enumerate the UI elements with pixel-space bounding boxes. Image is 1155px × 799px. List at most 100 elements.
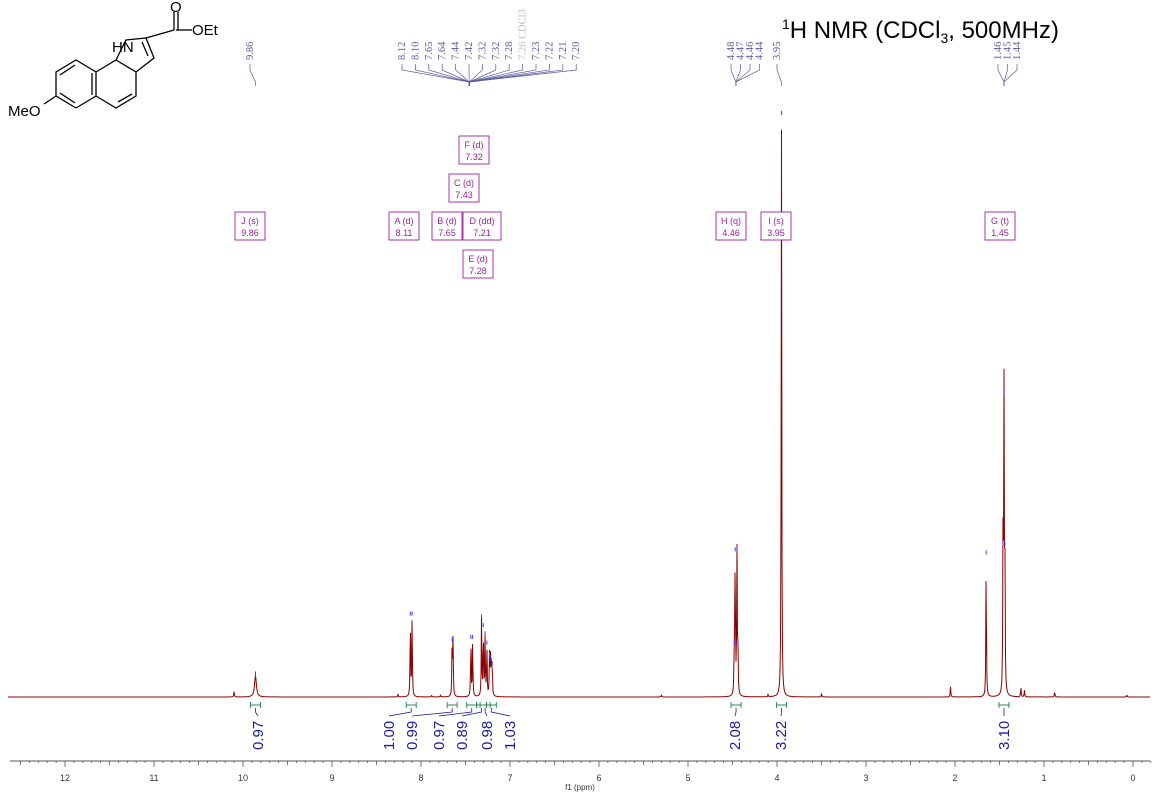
multiplet-label: H (q) [721, 216, 741, 226]
multiplet-frame [760, 211, 792, 241]
multiplet-label: F (d) [465, 140, 484, 150]
peak-label-connector [401, 64, 470, 86]
integral: 2.08 [727, 702, 744, 750]
integral: 1.03 [485, 702, 519, 750]
integral: 0.98 [479, 702, 496, 750]
multiplet-label: E (d) [468, 254, 488, 264]
x-tick-label: 12 [60, 773, 70, 783]
x-tick-label: 9 [329, 773, 334, 783]
multiplet-box: C (d) 7.43 [448, 173, 480, 203]
multiplet-shift: 3.95 [767, 228, 785, 238]
multiplet-box: I (s) 3.95 [760, 211, 792, 241]
multiplet-frame [462, 211, 502, 241]
peak-label-connector [997, 64, 1005, 86]
peak-label: 7.28 [504, 42, 515, 60]
multiplet-box: A (d) 8.11 [388, 211, 420, 241]
multiplet-box: H (q) 4.46 [715, 211, 747, 241]
multiplet-frame [388, 211, 420, 241]
integral-connector [438, 708, 473, 717]
peak-label-connector [468, 64, 577, 86]
multiplet-box: E (d) 7.28 [462, 249, 494, 279]
peak-label: 7.44 [451, 41, 462, 60]
multiplet-label: B (d) [437, 216, 457, 226]
multiplet-shift: 7.32 [465, 152, 483, 162]
peak-label-connector [468, 64, 510, 86]
x-axis-label: f1 (ppm) [565, 783, 595, 792]
integral: 3.22 [773, 702, 790, 750]
structure-nh: HN [112, 39, 134, 56]
multiplet-box: G (t) 1.45 [984, 211, 1016, 241]
integral-value: 3.10 [996, 721, 1013, 750]
integral-connector [484, 708, 488, 717]
structure-carbonyl-o: O [170, 0, 182, 16]
spectrum-trace [8, 129, 1150, 698]
multiplet-label: C (d) [454, 178, 474, 188]
integral-value: 0.99 [404, 721, 421, 750]
peak-label: 7.20 [571, 42, 582, 60]
x-tick-label: 11 [149, 773, 158, 783]
peak-label-connector [735, 64, 751, 86]
peak-label: 7.32 [477, 42, 488, 60]
peak-label-connector [735, 64, 741, 86]
multiplet-frame [431, 211, 463, 241]
peak-label: 7.23 [531, 42, 542, 60]
integral-connector [388, 708, 412, 717]
peak-label: 9.86 [245, 42, 256, 60]
peak-label: 7.26 CDCl3 [518, 9, 529, 60]
peak-label-connector [249, 64, 256, 86]
multiplet-shift: 1.45 [991, 228, 1009, 238]
title-tail: , 500MHz) [948, 17, 1059, 44]
x-tick-label: 7 [507, 773, 512, 783]
multiplet-frame [715, 211, 747, 241]
peak-label-connector [468, 64, 483, 86]
multiplet-frame [984, 211, 1016, 241]
peak-labels: 9.86 8.12 8.10 7.65 7.64 7.44 7.42 7.32 7.32 7.28… [245, 9, 1023, 86]
x-axis-ticks: 12 11 10 9 8 7 6 5 4 3 2 1 0 [20, 761, 1152, 783]
structure-oet: OEt [192, 22, 219, 39]
integral-value: 0.98 [479, 721, 496, 750]
integral: 0.99 [404, 702, 458, 750]
peak-label-connector [730, 64, 737, 86]
peak-label: 4.46 [745, 42, 756, 60]
integral: 0.97 [249, 702, 267, 750]
multiplet-frame [462, 249, 494, 279]
integral: 3.10 [996, 702, 1013, 750]
peak-label: 8.10 [410, 42, 421, 60]
peak-label: 4.48 [726, 42, 737, 60]
integral-connector [490, 708, 511, 717]
multiplet-box: J (s) 9.86 [234, 211, 266, 241]
peak-label: 8.12 [397, 42, 408, 60]
multiplet-box: B (d) 7.65 [431, 211, 463, 241]
x-tick-label: 5 [685, 773, 690, 783]
integral-value: 3.22 [773, 721, 790, 750]
x-axis: 12 11 10 9 8 7 6 5 4 3 2 1 0 f1 (ppm) [10, 760, 1152, 792]
chemical-structure [43, 12, 192, 109]
multiplet-shift: 9.86 [241, 228, 259, 238]
integral: 1.00 [381, 702, 417, 750]
multiplet-label: J (s) [241, 216, 259, 226]
peak-label: 1.45 [1003, 42, 1014, 60]
title-main: H NMR (CDCl [790, 17, 941, 44]
peak-label-connector [1003, 64, 1008, 86]
multiplet-shift: 4.46 [722, 228, 740, 238]
structure-meo: MeO [8, 103, 41, 120]
multiplet-box: F (d) 7.32 [458, 135, 490, 165]
integral-value: 0.89 [454, 721, 471, 750]
multiplet-shift: 8.11 [396, 228, 413, 238]
peak-label: 1.46 [993, 42, 1004, 60]
multiplet-box: D (dd) 7.21 [462, 211, 502, 241]
x-tick-label: 2 [952, 773, 957, 783]
x-tick-label: 10 [238, 773, 248, 783]
multiplet-shift: 7.43 [455, 190, 473, 200]
peak-label: 4.44 [755, 41, 766, 60]
integrals: 0.97 1.00 0.99 0.97 0.89 0.98 1.03 2.08 3.22 3.10 [249, 702, 1013, 750]
chart-title: 1H NMR (CDCl3, 500MHz) [782, 16, 1059, 46]
x-tick-label: 3 [863, 773, 868, 783]
multiplet-boxes: J (s) 9.86 A (d) 8.11 B (d) 7.65 D (dd) 7.21 C (… [234, 135, 1016, 279]
integral-connector [461, 708, 482, 717]
x-tick-label: 0 [1130, 773, 1135, 783]
multiplet-shift: 7.21 [473, 228, 491, 238]
x-tick-label: 8 [418, 773, 423, 783]
peak-label-connector [428, 64, 470, 86]
multiplet-label: I (s) [768, 216, 784, 226]
